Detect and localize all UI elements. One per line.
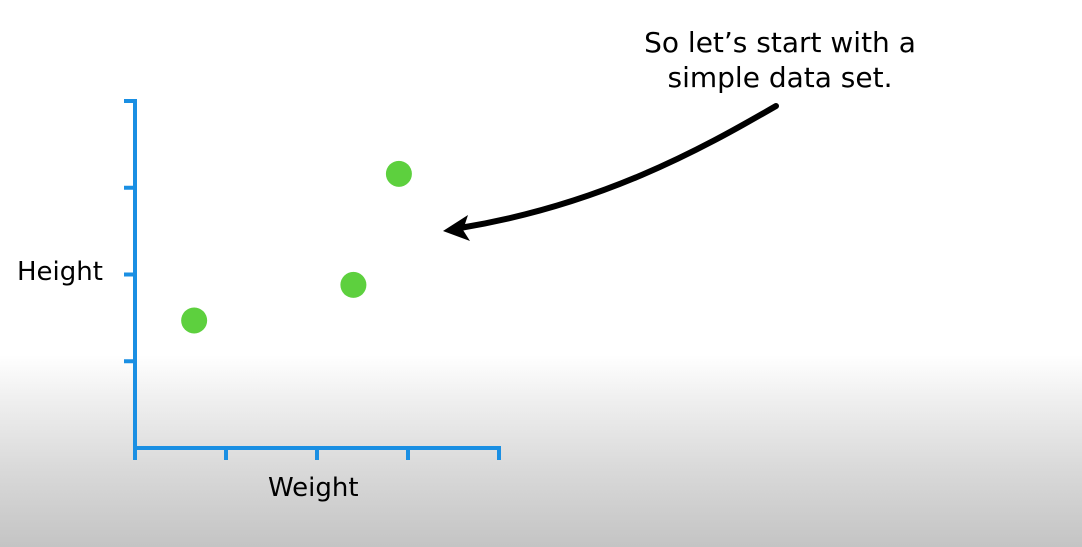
data-point xyxy=(340,271,367,298)
arrow-head xyxy=(443,215,470,241)
annotation-line-2: simple data set. xyxy=(667,61,893,94)
axes xyxy=(124,99,501,460)
x-axis-label: Weight xyxy=(268,473,359,503)
data-point xyxy=(181,307,208,334)
data-point xyxy=(385,160,412,187)
y-axis-label: Height xyxy=(17,257,103,287)
arrow-shaft xyxy=(457,103,779,231)
annotation-line-1: So let’s start with a xyxy=(644,26,916,59)
annotation-text: So let’s start with a simple data set. xyxy=(560,25,1000,95)
annotation-arrow xyxy=(443,103,779,241)
data-points xyxy=(181,160,412,334)
